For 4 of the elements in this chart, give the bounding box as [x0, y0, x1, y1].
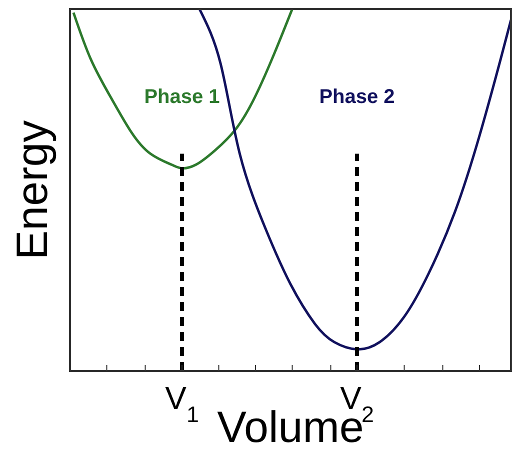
x-tick-label: V$_{1}$	[165, 380, 199, 426]
text: Phase 2	[319, 86, 395, 108]
series-label: Phase 1	[144, 86, 220, 108]
y-axis-title: Energy	[8, 120, 57, 260]
